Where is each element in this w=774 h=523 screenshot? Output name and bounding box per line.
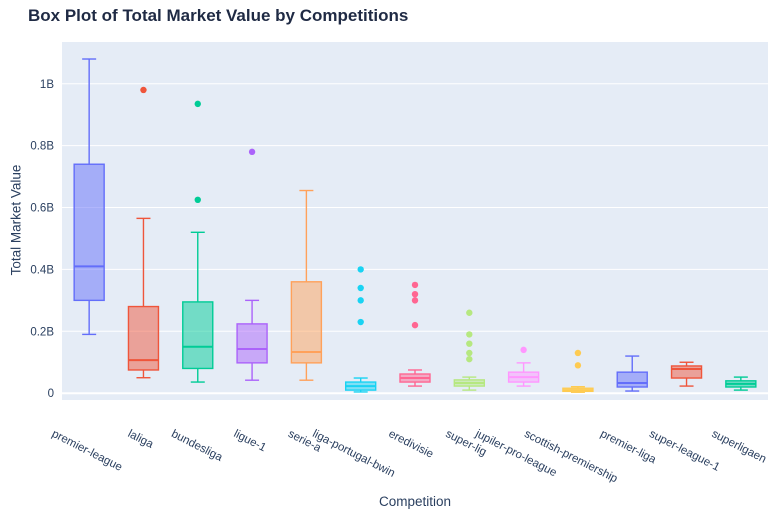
outlier-point (466, 355, 473, 363)
x-tick-label: super-league-1 (647, 428, 721, 474)
box-premier-liga[interactable] (616, 355, 648, 392)
plot-background[interactable] (62, 42, 768, 400)
box-ligue-1[interactable] (236, 148, 268, 381)
y-tick-label: 1B (40, 79, 54, 91)
box-premier-league[interactable] (73, 58, 105, 336)
x-tick-label: ligue-1 (232, 428, 268, 454)
outlier-point (357, 318, 364, 326)
y-tick-label: 0.2B (30, 326, 54, 338)
outlier-point (574, 349, 582, 357)
x-axis-label: Competition (378, 494, 452, 509)
y-tick-label: 0.8B (30, 141, 54, 153)
box-eredivisie[interactable] (399, 281, 431, 387)
x-tick-label: superligaen (710, 428, 768, 466)
x-tick-label: premier-league (50, 428, 124, 474)
x-tick-label: laliga (126, 428, 156, 451)
box-bundesliga[interactable] (182, 100, 214, 383)
outlier-point (411, 281, 419, 289)
iqr-box (73, 163, 105, 302)
outlier-point (466, 340, 473, 347)
x-tick-label: eredivisie (386, 428, 435, 461)
outlier-point (466, 331, 473, 338)
outlier-point (357, 284, 364, 292)
box-super-lig[interactable] (453, 309, 486, 391)
outlier-point (411, 321, 419, 329)
outlier-point (411, 297, 419, 304)
outlier-point (194, 196, 201, 204)
outlier-point (466, 349, 473, 357)
y-tick-label: 0.4B (30, 264, 54, 276)
outlier-point (574, 362, 582, 369)
box-liga-portugal-bwin[interactable] (344, 266, 377, 393)
outlier-point (357, 297, 364, 304)
x-tick-label: liga-portugal-bwin (310, 428, 396, 480)
outlier-point (194, 100, 201, 108)
iqr-box (182, 301, 214, 370)
x-tick-label: bundesliga (169, 428, 225, 464)
iqr-box (616, 371, 648, 388)
box-laliga[interactable] (127, 86, 160, 379)
y-tick-label: 0.6B (30, 203, 54, 215)
box-scottish-premiership[interactable] (562, 349, 594, 393)
outlier-point (411, 290, 419, 298)
outlier-point (140, 86, 147, 94)
box-super-league-1[interactable] (670, 361, 703, 387)
iqr-box (236, 323, 268, 364)
outlier-point (520, 346, 527, 354)
iqr-box (670, 365, 703, 379)
box-jupiler-pro-league[interactable] (507, 346, 540, 387)
chart-title: Box Plot of Total Market Value by Compet… (28, 6, 409, 25)
iqr-box (290, 281, 323, 364)
box-serie-a[interactable] (290, 189, 323, 381)
y-tick-label: 0 (48, 388, 54, 400)
box-superligaen[interactable] (725, 376, 757, 391)
outlier-point (357, 266, 364, 273)
outlier-point (248, 148, 256, 156)
outlier-point (466, 309, 473, 316)
